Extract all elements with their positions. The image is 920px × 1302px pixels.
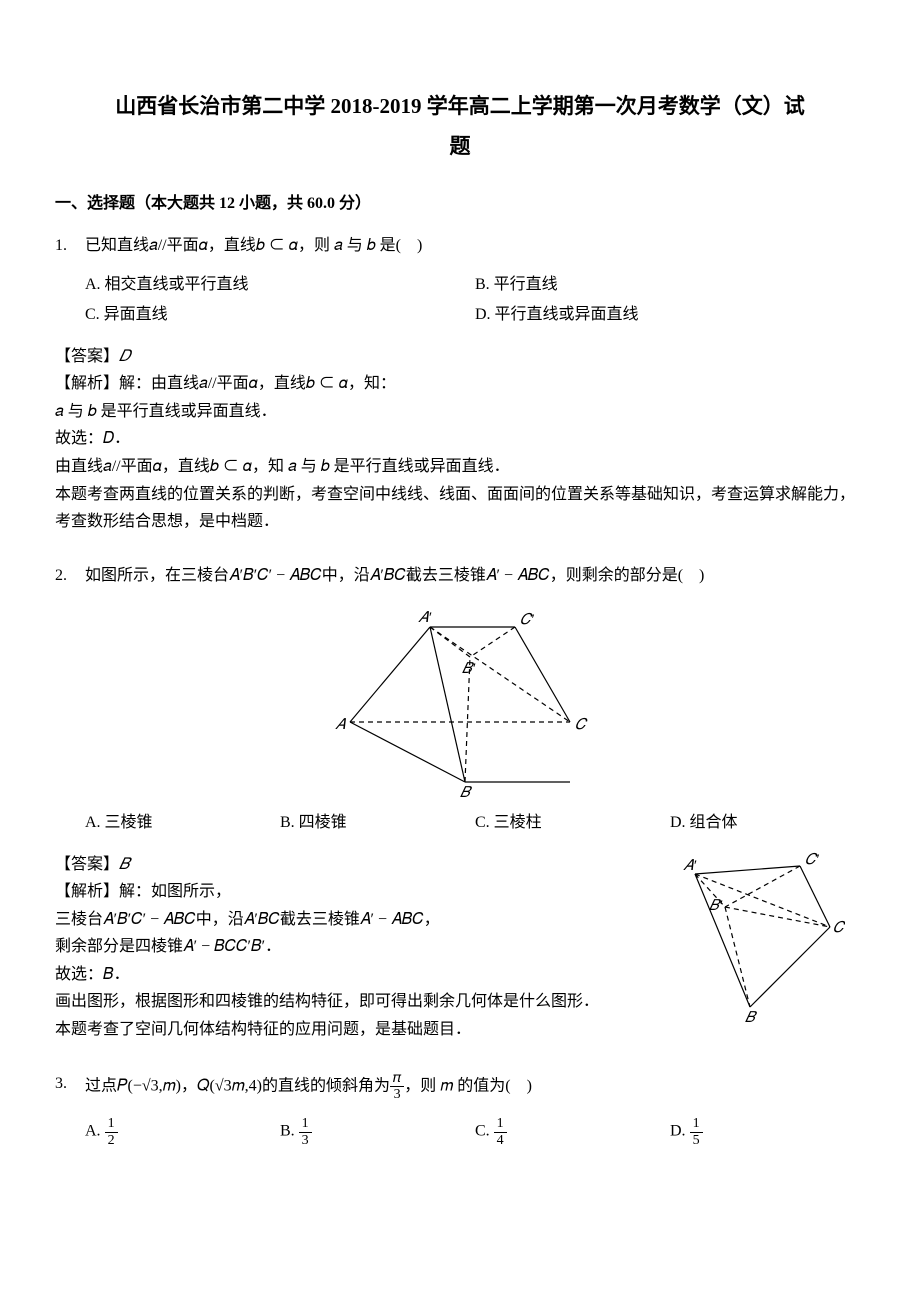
analysis-1-0: 【解析】解：由直线𝑎//平面𝛼，直线𝑏 ⊂ 𝛼，知：	[55, 371, 865, 397]
option-3C: C. 14	[475, 1116, 670, 1148]
question-text-2: 如图所示，在三棱台𝐴′𝐵′𝐶′ − 𝐴𝐵𝐶中，沿𝐴′𝐵𝐶截去三棱锥𝐴′ − 𝐴𝐵…	[85, 563, 865, 589]
opt-3D-num: 1	[690, 1116, 703, 1132]
option-3B: B. 13	[280, 1116, 475, 1148]
question-number-2: 2.	[55, 563, 85, 589]
opt-3C-prefix: C.	[475, 1123, 494, 1140]
q3-frac-pi3: 𝜋3	[390, 1071, 404, 1103]
analysis-1-1: 𝑎 与 𝑏 是平行直线或异面直线．	[55, 399, 865, 425]
opt-3C-den: 4	[494, 1133, 507, 1148]
svg-text:𝐶: 𝐶	[833, 920, 845, 936]
page-title-line2: 题	[55, 130, 865, 164]
figure-q2-result: 𝐴′ 𝐶′ 𝐵′ 𝐶 𝐵	[665, 852, 845, 1031]
opt-3A-num: 1	[105, 1116, 118, 1132]
answer-value-2: 𝐵	[119, 856, 130, 873]
svg-text:𝐵′: 𝐵′	[709, 898, 723, 914]
opt-3B-prefix: B.	[280, 1123, 299, 1140]
svg-text:𝐴′: 𝐴′	[418, 610, 432, 626]
option-2D: D. 组合体	[670, 810, 865, 836]
question-1: 1. 已知直线𝑎//平面𝛼，直线𝑏 ⊂ 𝛼，则 𝑎 与 𝑏 是( ) A. 相交…	[55, 233, 865, 328]
option-2B: B. 四棱锥	[280, 810, 475, 836]
svg-text:𝐶: 𝐶	[575, 717, 588, 733]
q3-suffix: ，则 𝑚 的值为( )	[404, 1077, 532, 1094]
option-1A: A. 相交直线或平行直线	[85, 272, 475, 298]
option-1C: C. 异面直线	[85, 302, 475, 328]
opt-3A-den: 2	[105, 1133, 118, 1148]
q3-mid1: ,𝑚)，𝑄(	[159, 1077, 215, 1094]
opt-3A-prefix: A.	[85, 1123, 105, 1140]
opt-3C-frac: 14	[494, 1116, 507, 1148]
opt-3A-frac: 12	[105, 1116, 118, 1148]
opt-3D-den: 5	[690, 1133, 703, 1148]
opt-3C-num: 1	[494, 1116, 507, 1132]
svg-text:𝐶′: 𝐶′	[805, 852, 820, 868]
option-2A: A. 三棱锥	[85, 810, 280, 836]
option-3A: A. 12	[85, 1116, 280, 1148]
question-number-3: 3.	[55, 1071, 85, 1097]
q3-prefix: 过点𝑃(−	[85, 1077, 142, 1094]
option-1D: D. 平行直线或异面直线	[475, 302, 865, 328]
analysis-1-5: 考查数形结合思想，是中档题．	[55, 509, 865, 535]
svg-text:𝐵: 𝐵	[460, 785, 473, 797]
question-number-1: 1.	[55, 233, 85, 259]
question-text-3: 过点𝑃(−√3,𝑚)，𝑄(√3𝑚,4)的直线的倾斜角为𝜋3，则 𝑚 的值为( )	[85, 1071, 865, 1103]
analysis-1-2: 故选：𝐷．	[55, 426, 865, 452]
option-2C: C. 三棱柱	[475, 810, 670, 836]
svg-text:𝐵: 𝐵	[745, 1010, 758, 1022]
section-header: 一、选择题（本大题共 12 小题，共 60.0 分）	[55, 191, 865, 217]
question-text-1: 已知直线𝑎//平面𝛼，直线𝑏 ⊂ 𝛼，则 𝑎 与 𝑏 是( )	[85, 233, 865, 259]
opt-3D-frac: 15	[690, 1116, 703, 1148]
answer-value-1: 𝐷	[119, 348, 130, 365]
analysis-1-3: 由直线𝑎//平面𝛼，直线𝑏 ⊂ 𝛼，知 𝑎 与 𝑏 是平行直线或异面直线．	[55, 454, 865, 480]
opt-3D-prefix: D.	[670, 1123, 690, 1140]
q3-pi3-num: 𝜋	[390, 1071, 404, 1087]
page-title-line1: 山西省长治市第二中学 2018-2019 学年高二上学期第一次月考数学（文）试	[55, 90, 865, 124]
option-3D: D. 15	[670, 1116, 865, 1148]
answer-label-2: 【答案】	[55, 856, 119, 873]
opt-3B-frac: 13	[299, 1116, 312, 1148]
analysis-1-4: 本题考查两直线的位置关系的判断，考查空间中线线、线面、面面间的位置关系等基础知识…	[55, 482, 865, 508]
question-3: 3. 过点𝑃(−√3,𝑚)，𝑄(√3𝑚,4)的直线的倾斜角为𝜋3，则 𝑚 的值为…	[55, 1071, 865, 1149]
svg-text:𝐶′: 𝐶′	[520, 612, 535, 628]
question-2: 2. 如图所示，在三棱台𝐴′𝐵′𝐶′ − 𝐴𝐵𝐶中，沿𝐴′𝐵𝐶截去三棱锥𝐴′ −…	[55, 563, 865, 836]
svg-text:𝐴: 𝐴	[335, 717, 346, 733]
q3-sqrt3-2: √3	[215, 1077, 232, 1094]
svg-text:𝐵′: 𝐵′	[462, 661, 476, 677]
q3-sqrt3-1: √3	[142, 1077, 159, 1094]
q3-pi3-den: 3	[390, 1087, 404, 1102]
answer-1: 【答案】𝐷	[55, 344, 865, 370]
answer-label-1: 【答案】	[55, 348, 119, 365]
q3-mid2: 𝑚,4)的直线的倾斜角为	[232, 1077, 390, 1094]
opt-3B-den: 3	[299, 1133, 312, 1148]
figure-q2-main: 𝐴′ 𝐶′ 𝐵′ 𝐴 𝐶 𝐵	[55, 602, 865, 806]
opt-3B-num: 1	[299, 1116, 312, 1132]
svg-text:𝐴′: 𝐴′	[683, 858, 697, 874]
option-1B: B. 平行直线	[475, 272, 865, 298]
